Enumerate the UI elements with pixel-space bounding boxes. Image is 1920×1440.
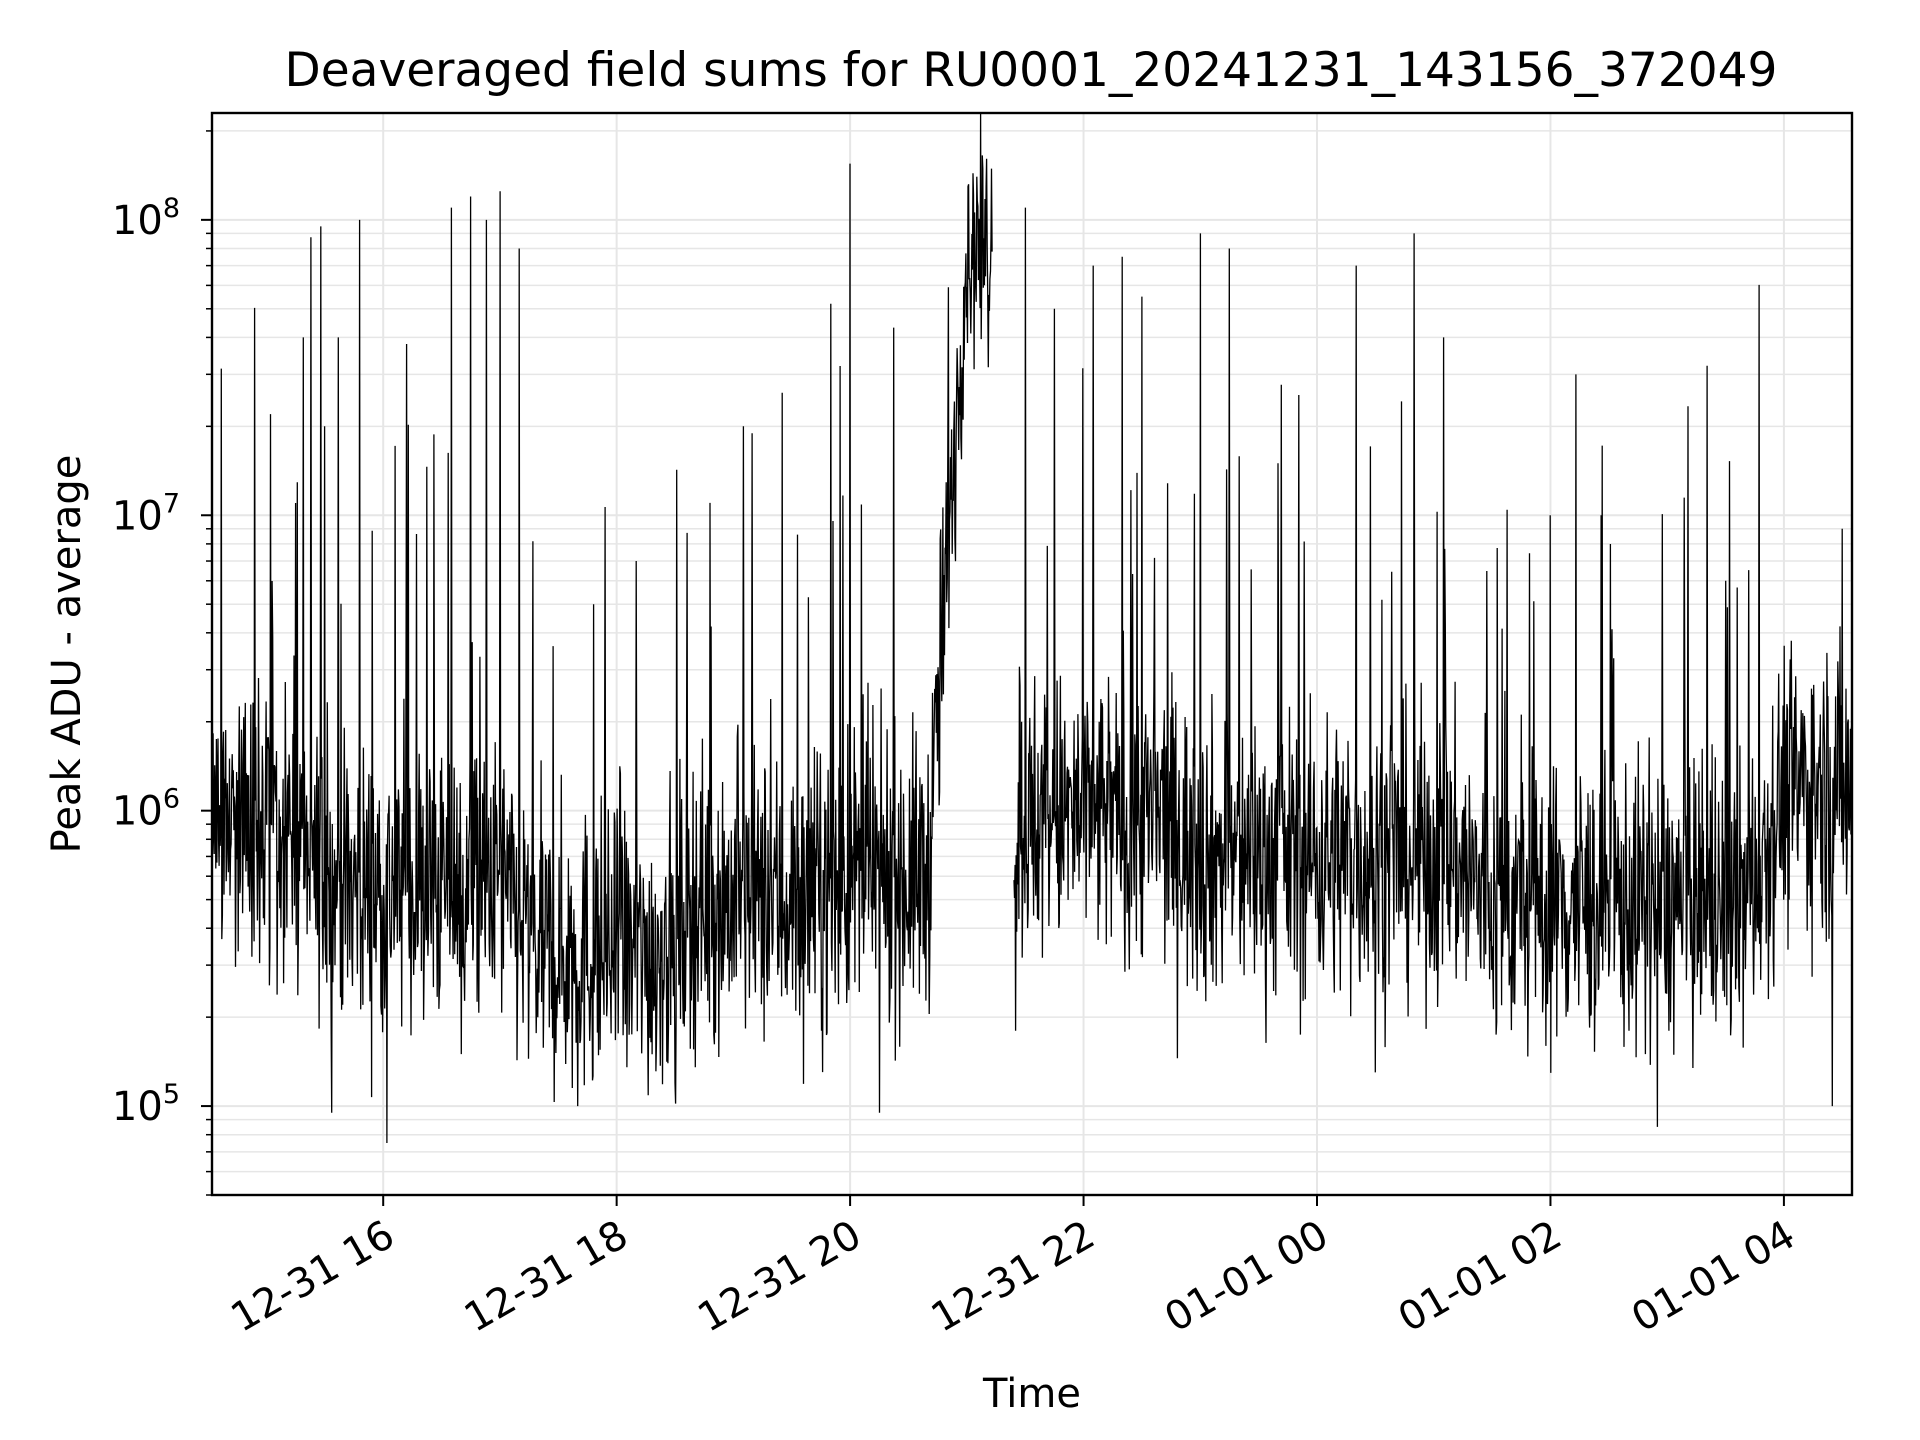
y-axis-label: Peak ADU - average — [44, 455, 90, 854]
x-axis-label: Time — [982, 1371, 1081, 1417]
y-tick-label: 108 — [112, 193, 180, 244]
y-tick-label: 107 — [112, 488, 180, 539]
series-line-group — [211, 112, 1853, 1144]
chart-title: Deaveraged field sums for RU0001_2024123… — [285, 43, 1778, 98]
plot-area-frame — [210, 111, 1854, 1197]
y-axis: 105 106 107 108 — [112, 130, 212, 1196]
y-tick-label: 106 — [112, 784, 180, 835]
series-line — [211, 112, 1853, 1144]
y-tick-label: 105 — [112, 1079, 180, 1130]
